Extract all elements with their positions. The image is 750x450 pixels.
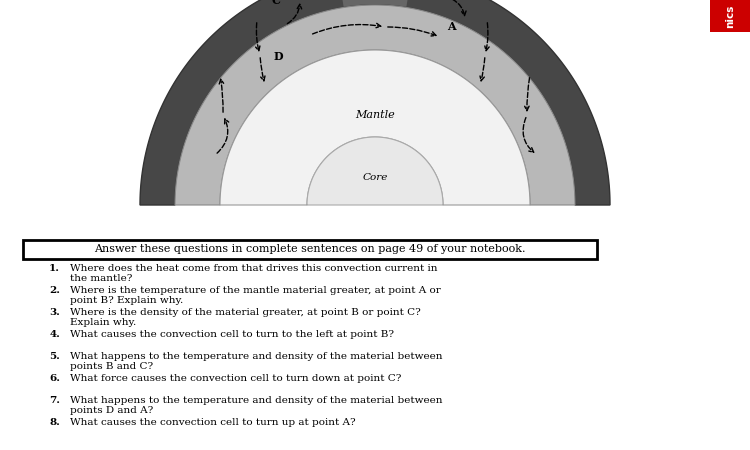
Text: What happens to the temperature and density of the material between
points B and: What happens to the temperature and dens…	[70, 352, 442, 371]
Text: What causes the convection cell to turn up at point A?: What causes the convection cell to turn …	[70, 418, 356, 427]
FancyBboxPatch shape	[23, 240, 597, 259]
Text: 6.: 6.	[49, 374, 60, 383]
Text: Where does the heat come from that drives this convection current in
the mantle?: Where does the heat come from that drive…	[70, 264, 437, 284]
Text: 8.: 8.	[50, 418, 60, 427]
Text: What causes the convection cell to turn to the left at point B?: What causes the convection cell to turn …	[70, 330, 394, 339]
FancyBboxPatch shape	[710, 0, 750, 32]
Text: 2.: 2.	[49, 286, 60, 295]
Polygon shape	[175, 5, 575, 205]
Text: 4.: 4.	[50, 330, 60, 339]
Text: A: A	[447, 22, 455, 32]
Text: nics: nics	[725, 4, 735, 28]
Text: Answer these questions in complete sentences on page 49 of your notebook.: Answer these questions in complete sente…	[94, 244, 526, 255]
Text: Mantle: Mantle	[356, 110, 395, 120]
Polygon shape	[140, 0, 344, 205]
Text: Where is the density of the material greater, at point B or point C?
Explain why: Where is the density of the material gre…	[70, 308, 421, 328]
Text: 3.: 3.	[50, 308, 60, 317]
Text: What force causes the convection cell to turn down at point C?: What force causes the convection cell to…	[70, 374, 401, 383]
Polygon shape	[406, 0, 610, 205]
Text: 5.: 5.	[50, 352, 60, 361]
Polygon shape	[307, 137, 443, 205]
Text: C: C	[272, 0, 280, 5]
Polygon shape	[220, 50, 530, 205]
Text: Where is the temperature of the mantle material greater, at point A or
point B? : Where is the temperature of the mantle m…	[70, 286, 441, 306]
Text: Core: Core	[362, 172, 388, 181]
Text: 1.: 1.	[49, 264, 60, 273]
Polygon shape	[140, 0, 610, 205]
Text: 7.: 7.	[49, 396, 60, 405]
Text: D: D	[273, 51, 283, 63]
Text: What happens to the temperature and density of the material between
points D and: What happens to the temperature and dens…	[70, 396, 442, 415]
